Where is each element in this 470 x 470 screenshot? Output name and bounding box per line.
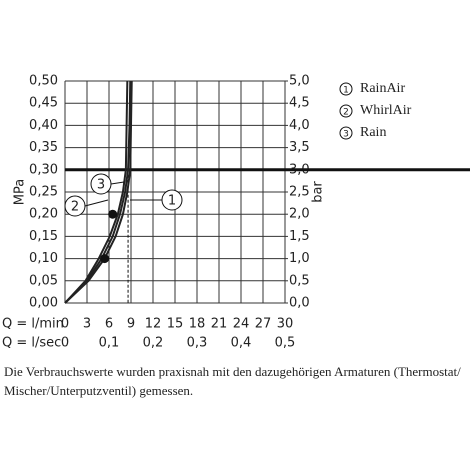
line xyxy=(64,80,133,304)
legend-symbol-label: 3 xyxy=(343,130,349,140)
y2-tick-label: 4,5 xyxy=(289,96,310,111)
x-tick-label: 0 xyxy=(61,317,69,332)
callout-leader xyxy=(84,199,109,207)
y-tick-label: 0,40 xyxy=(29,118,58,133)
y-tick-label: 0,00 xyxy=(29,296,58,311)
callout-label: 3 xyxy=(97,178,105,193)
x2-axis-label: Q = l/sec xyxy=(2,336,61,351)
y2-tick-label: 3,5 xyxy=(289,140,310,155)
point xyxy=(100,254,110,264)
y-axis-label: MPa xyxy=(13,179,28,205)
x-tick-label: 24 xyxy=(233,317,250,332)
y-tick-label: 0,35 xyxy=(29,140,58,155)
y-tick-label: 0,30 xyxy=(29,162,58,177)
legend-symbol xyxy=(339,104,353,118)
x-tick-label: 21 xyxy=(211,317,228,332)
x2-tick-label: 0,4 xyxy=(231,336,252,351)
legend-symbol xyxy=(339,82,353,96)
chart: MPa bar Q = l/min Q = l/sec 0,000,050,10… xyxy=(2,74,470,351)
legend-symbol-label: 1 xyxy=(343,86,349,96)
y-tick-label: 0,50 xyxy=(29,74,58,89)
x2-tick-label: 0 xyxy=(61,336,69,351)
callout-leader xyxy=(110,181,125,185)
legend-label: WhirlAir xyxy=(360,103,412,118)
y2-tick-label: 2,0 xyxy=(289,207,310,222)
y-tick-label: 0,45 xyxy=(29,96,58,111)
x2-tick-label: 0,5 xyxy=(275,336,296,351)
y2-tick-label: 1,0 xyxy=(289,251,310,266)
x-tick-label: 18 xyxy=(189,317,206,332)
x-tick-label: 15 xyxy=(167,317,184,332)
x-tick-label: 3 xyxy=(83,317,91,332)
line xyxy=(64,80,132,304)
note: Die Verbrauchswerte wurden praxisnah mit… xyxy=(4,364,461,398)
legend-label: Rain xyxy=(360,125,386,140)
legend-label: RainAir xyxy=(360,81,405,96)
line xyxy=(64,80,129,304)
y-tick-label: 0,25 xyxy=(29,185,58,200)
legend-symbol-label: 2 xyxy=(343,108,349,118)
y2-axis-label: bar xyxy=(311,181,326,203)
point xyxy=(108,209,118,219)
x2-tick-label: 0,1 xyxy=(99,336,120,351)
callout-circle xyxy=(90,173,112,195)
y2-tick-label: 1,5 xyxy=(289,229,310,244)
x-tick-label: 27 xyxy=(255,317,272,332)
callout-label: 2 xyxy=(71,200,79,215)
x-tick-label: 30 xyxy=(277,317,294,332)
x-axis-label: Q = l/min xyxy=(2,317,64,332)
y-tick-label: 0,20 xyxy=(29,207,58,222)
y2-tick-label: 0,0 xyxy=(289,296,310,311)
y2-tick-label: 2,5 xyxy=(289,185,310,200)
y-tick-label: 0,15 xyxy=(29,229,58,244)
x2-tick-label: 0,3 xyxy=(187,336,208,351)
y2-tick-label: 0,5 xyxy=(289,273,310,288)
callout-circle xyxy=(64,195,86,217)
x2-tick-label: 0,2 xyxy=(143,336,164,351)
x-tick-label: 9 xyxy=(127,317,135,332)
x-tick-label: 6 xyxy=(105,317,113,332)
y-tick-label: 0,10 xyxy=(29,251,58,266)
callout-circle xyxy=(161,189,183,211)
callout-label: 1 xyxy=(168,194,176,209)
y2-tick-label: 5,0 xyxy=(289,74,310,89)
x-tick-label: 12 xyxy=(145,317,162,332)
legend-symbol xyxy=(339,126,353,140)
y-tick-label: 0,05 xyxy=(29,273,58,288)
y2-tick-label: 4,0 xyxy=(289,118,310,133)
